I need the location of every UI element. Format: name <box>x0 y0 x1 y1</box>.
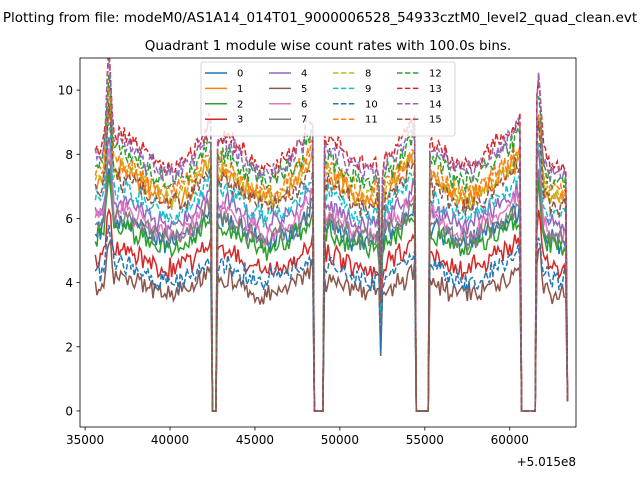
series-line-5 <box>94 237 569 412</box>
legend-label-7: 7 <box>301 115 307 126</box>
series-line-7 <box>94 158 569 412</box>
series-line-14 <box>94 59 569 412</box>
x-offset-label: +5.015e8 <box>517 455 576 469</box>
y-tick-label: 8 <box>65 148 73 162</box>
legend-label-14: 14 <box>429 99 442 110</box>
legend-label-11: 11 <box>365 115 378 126</box>
legend-label-6: 6 <box>301 99 307 110</box>
legend-label-4: 4 <box>301 69 307 80</box>
x-tick-label: 35000 <box>66 433 104 447</box>
series-line-10 <box>94 224 569 412</box>
y-axis: 0 2 4 6 8 10 <box>58 84 80 418</box>
legend-label-3: 3 <box>237 115 243 126</box>
y-tick-label: 10 <box>58 84 73 98</box>
chart-suptitle: Plotting from file: modeM0/AS1A14_014T01… <box>3 10 637 26</box>
legend-label-8: 8 <box>365 69 371 80</box>
series-layer <box>94 58 569 412</box>
series-line-12 <box>94 74 569 412</box>
series-line-11 <box>94 84 569 412</box>
x-tick-label: 60000 <box>491 433 529 447</box>
y-tick-label: 2 <box>65 340 73 354</box>
legend-label-5: 5 <box>301 84 307 95</box>
x-tick-label: 55000 <box>406 433 444 447</box>
chart-title: Quadrant 1 module wise count rates with … <box>145 38 511 54</box>
legend-label-0: 0 <box>237 69 243 80</box>
legend-label-2: 2 <box>237 99 243 110</box>
series-line-15 <box>94 102 569 412</box>
legend-label-12: 12 <box>429 69 442 80</box>
legend-label-15: 15 <box>429 115 442 126</box>
x-tick-label: 50000 <box>321 433 359 447</box>
series-line-13 <box>94 58 569 412</box>
plot-frame <box>79 57 577 428</box>
series-line-3 <box>94 207 569 412</box>
x-tick-label: 45000 <box>236 433 274 447</box>
y-tick-label: 0 <box>65 404 73 418</box>
legend-frame <box>200 61 456 137</box>
y-tick-label: 4 <box>65 276 73 290</box>
legend-label-13: 13 <box>429 84 442 95</box>
x-axis: 35000 40000 45000 50000 55000 60000 <box>66 427 529 447</box>
series-line-8 <box>94 92 569 412</box>
series-line-2 <box>94 175 569 412</box>
legend-label-1: 1 <box>237 84 243 95</box>
legend-label-9: 9 <box>365 84 371 95</box>
series-line-9 <box>94 122 569 412</box>
legend-label-10: 10 <box>365 99 378 110</box>
x-tick-label: 40000 <box>151 433 189 447</box>
y-tick-label: 6 <box>65 212 73 226</box>
series-line-4 <box>94 136 569 412</box>
